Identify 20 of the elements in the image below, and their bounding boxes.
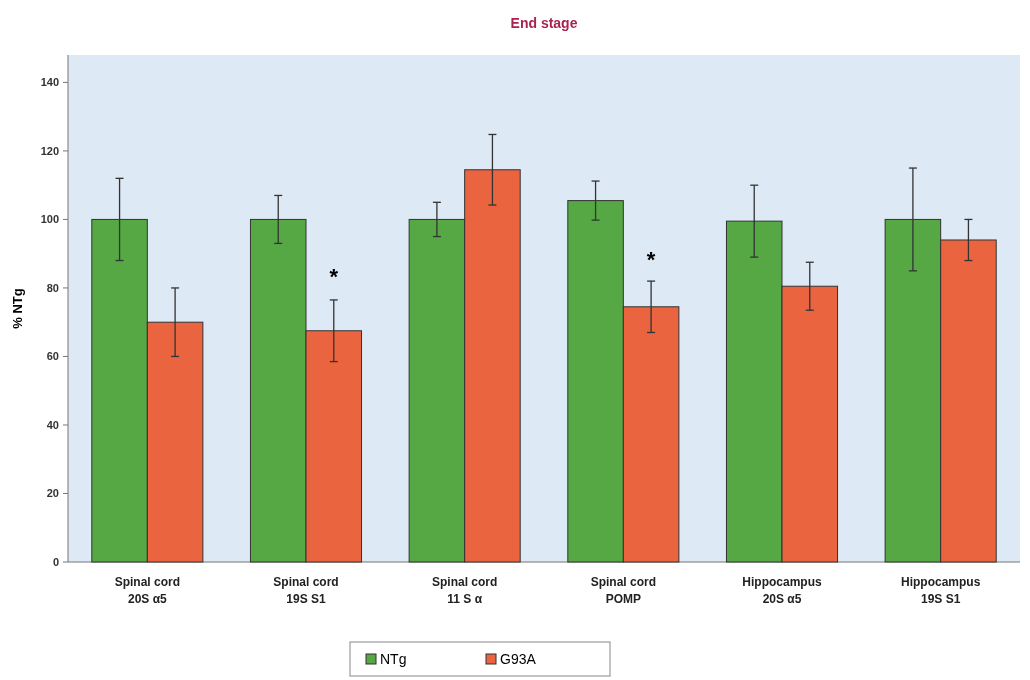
legend-label: NTg <box>380 650 407 667</box>
y-tick-label: 60 <box>46 350 59 363</box>
y-tick-label: 20 <box>46 487 59 500</box>
y-tick-label: 120 <box>40 144 59 157</box>
x-tick-label: Spinal cord 19S S1 <box>273 575 339 606</box>
y-tick-label: 100 <box>40 213 59 226</box>
y-axis-title: % NTg <box>10 288 25 329</box>
x-tick-label: Hippocampus 19S S1 <box>900 575 981 606</box>
x-tick-label: Hippocampus 20S α5 <box>742 575 822 606</box>
y-tick-label: 40 <box>46 418 59 431</box>
y-tick-label: 80 <box>46 281 59 294</box>
legend-label: G93A <box>500 650 537 667</box>
chart-title: End stage <box>510 15 578 31</box>
y-tick-label: 140 <box>40 76 59 89</box>
y-tick-label: 0 <box>52 555 59 568</box>
x-tick-label: Spinal cord POMP <box>590 575 657 606</box>
x-tick-label: Spinal cord 11 S α <box>431 575 498 606</box>
x-tick-label: Spinal cord 20S α5 <box>114 575 181 606</box>
annotation: * <box>646 246 656 272</box>
annotation: * <box>329 264 339 290</box>
